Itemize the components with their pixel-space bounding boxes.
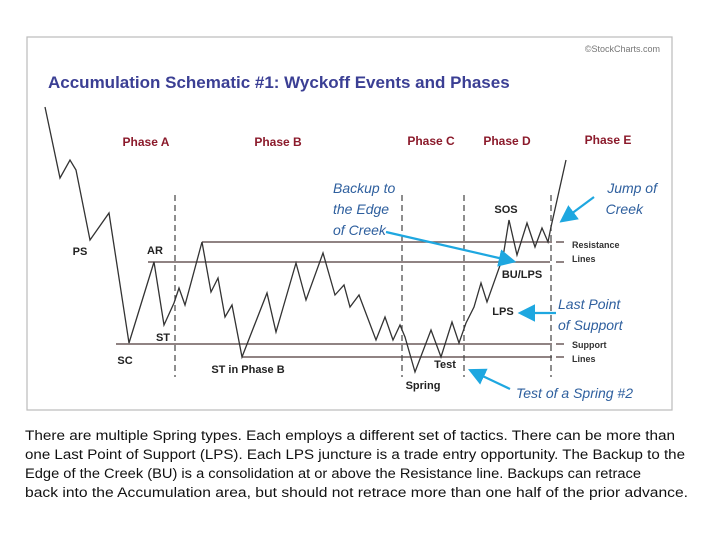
lps-label: LPS [492,306,513,318]
backup-arrow [385,230,517,267]
spring-label: Spring [406,380,441,392]
backup-annotation-line2: the Edge [333,201,389,217]
support-label: Support [572,340,607,350]
caption-line-2: one Last Point of Support (LPS). Each LP… [25,447,685,462]
event-labels: PS AR ST SC ST in Phase B Spring Test SO… [73,204,620,392]
range-lines [116,241,564,358]
credit: ©StockCharts.com [585,44,660,54]
phase-a-label: Phase A [123,135,170,149]
st-label: ST [156,332,170,344]
sos-label: SOS [494,204,517,216]
ps-label: PS [73,246,88,258]
phase-c-label: Phase C [407,134,455,148]
last-point-annotation-line2: of Support [558,317,624,333]
caption-line-4: back into the Accumulation area, but sho… [25,485,688,500]
test-label: Test [434,359,456,371]
caption-line-3: Edge of the Creek (BU) is a consolidatio… [25,466,641,481]
caption: There are multiple Spring types. Each em… [25,428,688,500]
bu-lps-label: BU/LPS [502,269,542,281]
test-spring-annotation: Test of a Spring #2 [516,385,633,401]
figure-frame [26,36,673,411]
ar-label: AR [147,245,163,257]
resistance-label: Resistance [572,240,620,250]
annotations: Backup to the Edge of Creek Jump of Cree… [333,180,659,401]
diagram-title: Accumulation Schematic #1: Wyckoff Event… [48,73,510,92]
backup-annotation-line1: Backup to [333,180,395,196]
backup-annotation-line3: of Creek [333,222,387,238]
phase-labels: Phase A Phase B Phase C Phase D Phase E [123,133,632,149]
support-lines-label: Lines [572,354,596,364]
last-point-annotation-line1: Last Point [558,296,621,312]
jump-annotation-line2: Creek [606,201,644,217]
test-spring-arrow [468,368,511,390]
phase-b-label: Phase B [254,135,302,149]
sc-label: SC [117,355,132,367]
jump-arrow [559,196,595,223]
caption-line-1: There are multiple Spring types. Each em… [25,428,675,443]
jump-annotation-line1: Jump of [606,180,659,196]
phase-e-label: Phase E [585,133,632,147]
resistance-lines-label: Lines [572,254,596,264]
st-in-phase-b-label: ST in Phase B [211,364,284,376]
phase-d-label: Phase D [483,134,531,148]
